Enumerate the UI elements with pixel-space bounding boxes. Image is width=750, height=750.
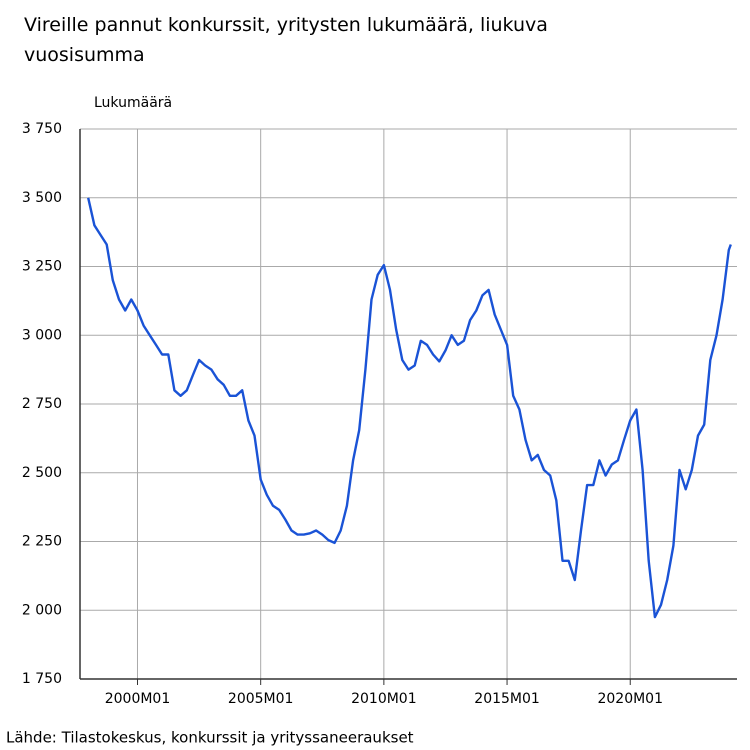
y-tick-label: 3 250 <box>22 259 62 275</box>
x-tick-label: 2015M01 <box>474 691 540 707</box>
y-tick-label: 2 250 <box>22 534 62 550</box>
x-tick-label: 2000M01 <box>105 691 171 707</box>
x-tick-label: 2005M01 <box>228 691 294 707</box>
data-line <box>87 197 732 619</box>
y-tick-label: 2 000 <box>22 602 62 618</box>
chart-title: Vireille pannut konkurssit, yritysten lu… <box>24 14 548 66</box>
y-tick-label: 1 750 <box>22 671 62 687</box>
source-note: Lähde: Tilastokeskus, konkurssit ja yrit… <box>6 729 414 747</box>
x-tick-label: 2010M01 <box>351 691 417 707</box>
y-tick-label: 3 500 <box>22 190 62 206</box>
y-tick-label: 3 000 <box>22 327 62 343</box>
y-tick-label: 3 750 <box>22 121 62 137</box>
x-tick-label: 2020M01 <box>597 691 663 707</box>
y-tick-label: 2 750 <box>22 396 62 412</box>
y-axis-label: Lukumäärä <box>94 95 172 111</box>
y-tick-label: 2 500 <box>22 465 62 481</box>
